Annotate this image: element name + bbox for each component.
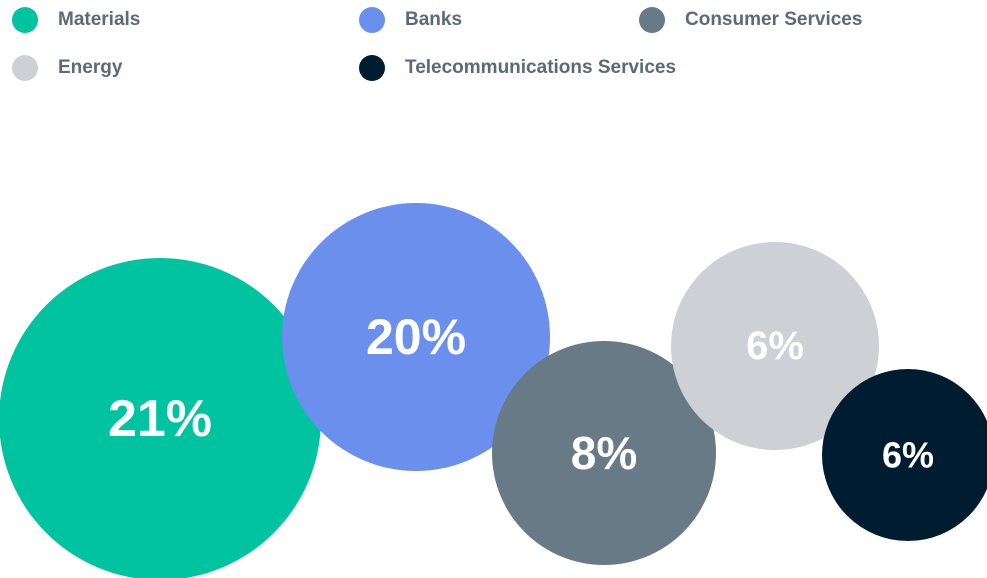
legend-label: Banks <box>405 9 463 30</box>
bubble-mark-telecommunications-services <box>822 369 987 541</box>
legend-item-materials: Materials <box>12 7 140 33</box>
bubble-mark-energy <box>671 242 879 450</box>
bubble-value-label: 6% <box>882 435 934 476</box>
legend-swatch <box>359 55 385 81</box>
bubble-telecommunications-services: 6% <box>822 369 987 541</box>
legend-label: Consumer Services <box>685 9 863 30</box>
bubble-value-label: 6% <box>746 324 804 368</box>
legend-item-telecommunications-services: Telecommunications Services <box>359 55 676 81</box>
bubble-value-label: 8% <box>571 427 637 479</box>
legend-label: Materials <box>58 9 141 30</box>
bubble-value-label: 20% <box>366 309 466 365</box>
bubble-consumer-services: 8% <box>492 341 716 565</box>
legend-item-energy: Energy <box>12 55 122 81</box>
bubble-banks: 20% <box>282 203 550 471</box>
bubble-energy: 6% <box>671 242 879 450</box>
legend-label: Energy <box>58 57 123 78</box>
bubble-mark-banks <box>282 203 550 471</box>
bubble-mark-consumer-services <box>492 341 716 565</box>
legend-item-banks: Banks <box>359 7 462 33</box>
legend-swatch <box>359 7 385 33</box>
legend-swatch <box>12 55 38 81</box>
legend-item-consumer-services: Consumer Services <box>639 7 862 33</box>
bubble-mark-materials <box>0 258 321 578</box>
bubble-value-label: 21% <box>108 390 212 448</box>
legend-swatch <box>639 7 665 33</box>
legend-label: Telecommunications Services <box>405 57 677 78</box>
legend-swatch <box>12 7 38 33</box>
bubble-materials: 21% <box>0 258 321 578</box>
